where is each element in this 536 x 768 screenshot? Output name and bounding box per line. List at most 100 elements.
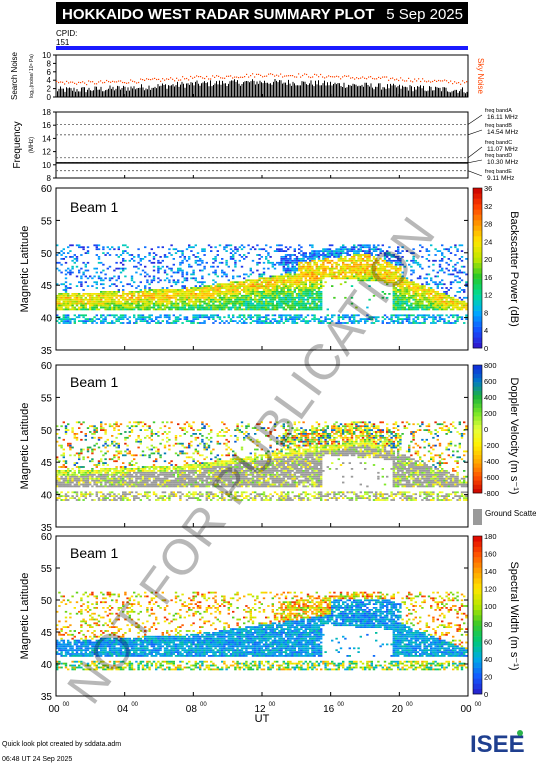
vel-cell <box>65 480 67 482</box>
power-cell <box>452 316 454 318</box>
vel-cell <box>89 482 91 484</box>
vel-cell <box>115 486 117 488</box>
power-cell <box>333 268 335 270</box>
vel-cell <box>107 439 109 441</box>
power-cell <box>463 266 465 268</box>
power-cell <box>261 322 263 324</box>
power-cell <box>280 301 282 303</box>
vel-cell <box>113 478 115 480</box>
vel-cell <box>100 499 102 501</box>
power-cell <box>203 297 205 299</box>
power-cell <box>210 307 212 309</box>
power-cell <box>135 303 137 305</box>
power-cell <box>263 303 265 305</box>
power-cell <box>214 260 216 262</box>
power-cell <box>175 318 177 320</box>
power-cell <box>423 287 425 289</box>
power-cell <box>157 316 159 318</box>
power-cell <box>243 281 245 283</box>
power-cell <box>179 299 181 301</box>
power-cell <box>102 314 104 316</box>
power-cell <box>355 262 357 264</box>
power-cell <box>234 289 236 291</box>
power-cell <box>307 320 309 322</box>
power-cell <box>316 256 318 258</box>
power-cell <box>113 299 115 301</box>
power-cell <box>313 287 315 289</box>
power-cell <box>318 295 320 297</box>
power-cell <box>289 316 291 318</box>
power-cell <box>186 248 188 250</box>
power-cell <box>243 295 245 297</box>
power-cell <box>454 305 456 307</box>
power-cell <box>428 303 430 305</box>
power-cell <box>302 293 304 295</box>
power-cell <box>298 276 300 278</box>
power-cell <box>415 287 417 289</box>
power-cell <box>318 277 320 279</box>
power-cell <box>170 268 172 270</box>
vel-cell <box>155 472 157 474</box>
vel-cell <box>111 478 113 480</box>
power-cell <box>272 291 274 293</box>
power-cell <box>401 301 403 303</box>
power-cell <box>219 307 221 309</box>
vel-cell <box>60 474 62 476</box>
power-cell <box>340 283 342 285</box>
power-cell <box>118 307 120 309</box>
power-cell <box>289 287 291 289</box>
vel-cell <box>170 474 172 476</box>
vel-cell <box>157 466 159 468</box>
power-cell <box>417 322 419 324</box>
power-cell <box>456 318 458 320</box>
vel-cell <box>89 478 91 480</box>
power-cell <box>63 289 65 291</box>
vel-cell <box>98 464 100 466</box>
power-cell <box>234 307 236 309</box>
power-cell <box>283 268 285 270</box>
vel-cell <box>129 484 131 486</box>
power-cell <box>109 293 111 295</box>
power-cell <box>175 320 177 322</box>
power-cell <box>280 244 282 246</box>
vel-cell <box>104 482 106 484</box>
power-cell <box>157 299 159 301</box>
vel-cell <box>80 472 82 474</box>
vel-cell <box>157 497 159 499</box>
power-cell <box>247 303 249 305</box>
power-cell <box>239 281 241 283</box>
power-cell <box>239 316 241 318</box>
power-cell <box>445 297 447 299</box>
power-cell <box>397 320 399 322</box>
power-cell <box>192 289 194 291</box>
power-cell <box>102 307 104 309</box>
power-cell <box>126 305 128 307</box>
vel-cell <box>159 466 161 468</box>
vel-cell <box>157 435 159 437</box>
power-cell <box>166 277 168 279</box>
power-cell <box>289 314 291 316</box>
power-cell <box>131 293 133 295</box>
power-cell <box>256 262 258 264</box>
power-cell <box>210 246 212 248</box>
vel-cell <box>129 464 131 466</box>
power-cell <box>232 297 234 299</box>
power-cell <box>265 283 267 285</box>
power-cell <box>131 299 133 301</box>
sky-noise-point <box>66 81 67 82</box>
power-cell <box>179 297 181 299</box>
power-cell <box>441 309 443 311</box>
power-cell <box>296 260 298 262</box>
power-cell <box>96 295 98 297</box>
vel-cell <box>78 482 80 484</box>
power-cell <box>456 316 458 318</box>
power-cell <box>144 297 146 299</box>
vel-cell <box>82 482 84 484</box>
power-cell <box>71 260 73 262</box>
sky-noise-point <box>132 81 133 82</box>
sky-noise-point <box>444 80 445 81</box>
vel-cell <box>148 449 150 451</box>
power-cell <box>333 277 335 279</box>
vel-cell <box>166 466 168 468</box>
vel-cell <box>60 495 62 497</box>
